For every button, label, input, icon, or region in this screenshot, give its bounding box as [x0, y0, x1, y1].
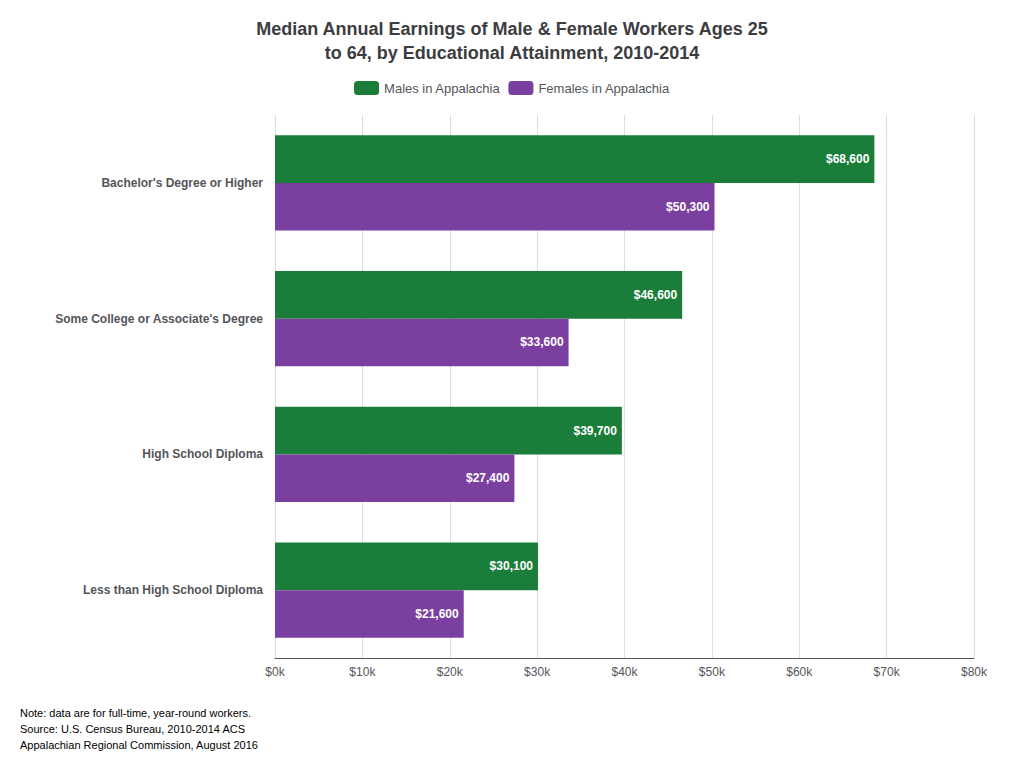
- svg-text:$70k: $70k: [874, 665, 901, 679]
- svg-text:$10k: $10k: [349, 665, 376, 679]
- svg-text:$80k: $80k: [961, 665, 988, 679]
- svg-text:$30k: $30k: [524, 665, 551, 679]
- svg-text:$20k: $20k: [437, 665, 464, 679]
- svg-text:$46,600: $46,600: [634, 288, 678, 302]
- svg-text:$50k: $50k: [699, 665, 726, 679]
- svg-text:High School Diploma: High School Diploma: [142, 447, 263, 461]
- svg-text:$27,400: $27,400: [466, 471, 510, 485]
- svg-text:Males in Appalachia: Males in Appalachia: [384, 81, 500, 96]
- svg-text:Median Annual Earnings of Male: Median Annual Earnings of Male & Female …: [256, 19, 767, 39]
- svg-text:Note: data are for full-time,: Note: data are for full-time, year-round…: [20, 707, 251, 719]
- svg-text:$68,600: $68,600: [826, 152, 870, 166]
- svg-text:Less than High School Diploma: Less than High School Diploma: [83, 583, 263, 597]
- svg-text:$60k: $60k: [786, 665, 813, 679]
- svg-text:$50,300: $50,300: [666, 200, 710, 214]
- svg-text:to 64, by Educational Attainme: to 64, by Educational Attainment, 2010-2…: [325, 43, 699, 63]
- svg-text:$33,600: $33,600: [520, 335, 564, 349]
- svg-text:$40k: $40k: [611, 665, 638, 679]
- svg-text:$30,100: $30,100: [490, 559, 534, 573]
- svg-text:Appalachian Regional Commissio: Appalachian Regional Commission, August …: [20, 739, 258, 751]
- svg-text:$21,600: $21,600: [415, 607, 459, 621]
- svg-text:Source: U.S. Census Bureau, 20: Source: U.S. Census Bureau, 2010-2014 AC…: [20, 723, 245, 735]
- svg-text:Some College or Associate's De: Some College or Associate's Degree: [55, 312, 263, 326]
- svg-text:Females in Appalachia: Females in Appalachia: [538, 81, 670, 96]
- svg-text:$0k: $0k: [265, 665, 285, 679]
- svg-text:Bachelor's Degree or Higher: Bachelor's Degree or Higher: [101, 176, 263, 190]
- svg-text:$39,700: $39,700: [573, 424, 617, 438]
